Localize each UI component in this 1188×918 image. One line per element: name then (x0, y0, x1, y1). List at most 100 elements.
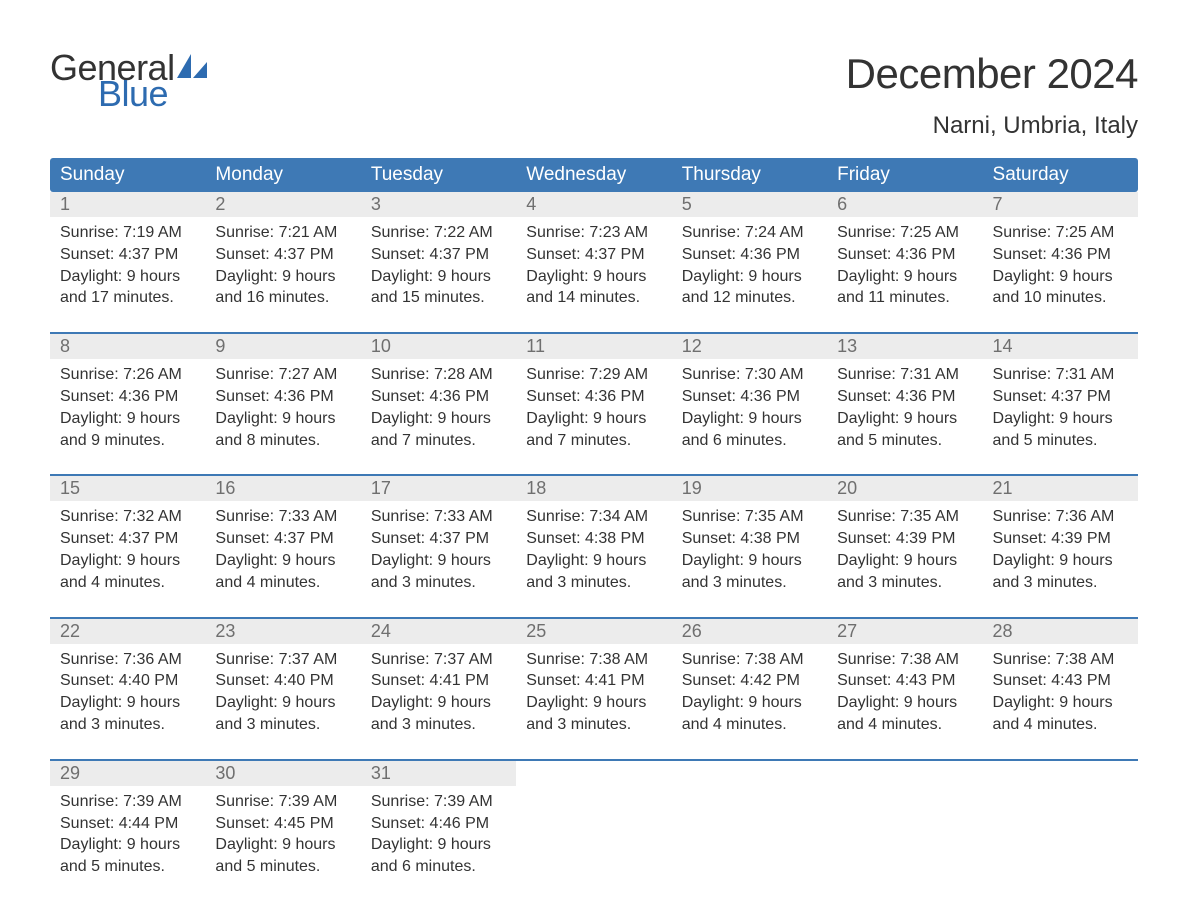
sunrise-text: Sunrise: 7:22 AM (371, 223, 506, 244)
sunset-text: Sunset: 4:36 PM (837, 245, 972, 266)
day-header-friday: Friday (827, 158, 982, 192)
calendar-day-cell: 2Sunrise: 7:21 AMSunset: 4:37 PMDaylight… (205, 192, 360, 320)
calendar-day-cell: 3 Sunrise: 7:22 AMSunset: 4:37 PMDaylight… (361, 192, 516, 320)
daylight-text: and 3 minutes. (371, 573, 506, 594)
sunset-text: Sunset: 4:43 PM (837, 671, 972, 692)
day-details: Sunrise: 7:38 AMSunset: 4:41 PMDaylight:… (516, 648, 671, 739)
calendar-week-row: 22Sunrise: 7:36 AMSunset: 4:40 PMDayligh… (50, 617, 1138, 747)
calendar: Sunday Monday Tuesday Wednesday Thursday… (50, 158, 1138, 889)
sunrise-text: Sunrise: 7:36 AM (60, 650, 195, 671)
daylight-text: Daylight: 9 hours (371, 409, 506, 430)
day-number: 3 (361, 192, 516, 217)
sunset-text: Sunset: 4:42 PM (682, 671, 817, 692)
sunrise-text: Sunrise: 7:21 AM (215, 223, 350, 244)
month-title: December 2024 (846, 50, 1138, 98)
daylight-text: and 16 minutes. (215, 288, 350, 309)
day-details: Sunrise: 7:28 AMSunset: 4:36 PMDaylight:… (361, 363, 516, 454)
day-number: 26 (672, 619, 827, 644)
daylight-text: Daylight: 9 hours (682, 551, 817, 572)
sunset-text: Sunset: 4:38 PM (682, 529, 817, 550)
day-details: Sunrise: 7:38 AMSunset: 4:42 PMDaylight:… (672, 648, 827, 739)
day-details: Sunrise: 7:35 AMSunset: 4:38 PMDaylight:… (672, 505, 827, 596)
calendar-day-cell: 9Sunrise: 7:27 AMSunset: 4:36 PMDaylight… (205, 334, 360, 462)
daylight-text: and 5 minutes. (215, 857, 350, 878)
daylight-text: and 17 minutes. (60, 288, 195, 309)
day-number: 31 (361, 761, 516, 786)
daylight-text: and 7 minutes. (526, 431, 661, 452)
daylight-text: Daylight: 9 hours (371, 835, 506, 856)
daylight-text: Daylight: 9 hours (993, 409, 1128, 430)
day-details: Sunrise: 7:19 AMSunset: 4:37 PMDaylight:… (50, 221, 205, 312)
calendar-week-row: 15Sunrise: 7:32 AMSunset: 4:37 PMDayligh… (50, 474, 1138, 604)
day-details: Sunrise: 7:30 AMSunset: 4:36 PMDaylight:… (672, 363, 827, 454)
day-header-sunday: Sunday (50, 158, 205, 192)
daylight-text: Daylight: 9 hours (837, 409, 972, 430)
calendar-day-cell: 18Sunrise: 7:34 AMSunset: 4:38 PMDayligh… (516, 476, 671, 604)
daylight-text: Daylight: 9 hours (215, 551, 350, 572)
sunset-text: Sunset: 4:41 PM (371, 671, 506, 692)
day-details: Sunrise: 7:36 AMSunset: 4:39 PMDaylight:… (983, 505, 1138, 596)
day-details: Sunrise: 7:39 AMSunset: 4:44 PMDaylight:… (50, 790, 205, 881)
calendar-day-cell: 12Sunrise: 7:30 AMSunset: 4:36 PMDayligh… (672, 334, 827, 462)
daylight-text: and 4 minutes. (682, 715, 817, 736)
sunset-text: Sunset: 4:37 PM (60, 245, 195, 266)
daylight-text: and 3 minutes. (837, 573, 972, 594)
calendar-day-cell: 29 Sunrise: 7:39 AMSunset: 4:44 PMDayligh… (50, 761, 205, 889)
sunrise-text: Sunrise: 7:23 AM (526, 223, 661, 244)
day-details: Sunrise: 7:31 AMSunset: 4:37 PMDaylight:… (983, 363, 1138, 454)
calendar-day-cell: 31Sunrise: 7:39 AMSunset: 4:46 PMDayligh… (361, 761, 516, 889)
day-number: 5 (672, 192, 827, 217)
daylight-text: and 4 minutes. (215, 573, 350, 594)
sunset-text: Sunset: 4:36 PM (215, 387, 350, 408)
day-number: 6 (827, 192, 982, 217)
day-details: Sunrise: 7:22 AMSunset: 4:37 PMDaylight:… (361, 221, 516, 312)
daylight-text: and 5 minutes. (60, 857, 195, 878)
daylight-text: Daylight: 9 hours (60, 267, 195, 288)
sunset-text: Sunset: 4:41 PM (526, 671, 661, 692)
daylight-text: and 3 minutes. (215, 715, 350, 736)
day-details: Sunrise: 7:37 AMSunset: 4:40 PMDaylight:… (205, 648, 360, 739)
sunset-text: Sunset: 4:36 PM (993, 245, 1128, 266)
day-number: 1 (50, 192, 205, 217)
calendar-day-cell (827, 761, 982, 889)
daylight-text: Daylight: 9 hours (993, 693, 1128, 714)
daylight-text: Daylight: 9 hours (993, 551, 1128, 572)
calendar-day-cell: 26 Sunrise: 7:38 AMSunset: 4:42 PMDayligh… (672, 619, 827, 747)
sunrise-text: Sunrise: 7:33 AM (371, 507, 506, 528)
daylight-text: Daylight: 9 hours (682, 693, 817, 714)
sunrise-text: Sunrise: 7:38 AM (682, 650, 817, 671)
day-number: 10 (361, 334, 516, 359)
sunset-text: Sunset: 4:36 PM (682, 387, 817, 408)
logo-text-blue: Blue (98, 76, 207, 112)
day-number: 9 (205, 334, 360, 359)
daylight-text: Daylight: 9 hours (526, 267, 661, 288)
daylight-text: and 11 minutes. (837, 288, 972, 309)
sunrise-text: Sunrise: 7:37 AM (371, 650, 506, 671)
sunrise-text: Sunrise: 7:24 AM (682, 223, 817, 244)
calendar-day-cell: 6Sunrise: 7:25 AMSunset: 4:36 PMDaylight… (827, 192, 982, 320)
day-number: 7 (983, 192, 1138, 217)
day-number: 16 (205, 476, 360, 501)
sunset-text: Sunset: 4:36 PM (682, 245, 817, 266)
sunrise-text: Sunrise: 7:35 AM (682, 507, 817, 528)
daylight-text: and 4 minutes. (993, 715, 1128, 736)
calendar-day-cell: 15Sunrise: 7:32 AMSunset: 4:37 PMDayligh… (50, 476, 205, 604)
day-number: 27 (827, 619, 982, 644)
calendar-day-cell: 30Sunrise: 7:39 AMSunset: 4:45 PMDayligh… (205, 761, 360, 889)
sunset-text: Sunset: 4:37 PM (371, 529, 506, 550)
calendar-day-cell: 25 Sunrise: 7:38 AMSunset: 4:41 PMDayligh… (516, 619, 671, 747)
daylight-text: Daylight: 9 hours (60, 693, 195, 714)
daylight-text: Daylight: 9 hours (837, 551, 972, 572)
daylight-text: Daylight: 9 hours (60, 835, 195, 856)
sunrise-text: Sunrise: 7:34 AM (526, 507, 661, 528)
day-number: 29 (50, 761, 205, 786)
day-details: Sunrise: 7:36 AMSunset: 4:40 PMDaylight:… (50, 648, 205, 739)
sunrise-text: Sunrise: 7:30 AM (682, 365, 817, 386)
sunset-text: Sunset: 4:37 PM (215, 529, 350, 550)
daylight-text: and 14 minutes. (526, 288, 661, 309)
daylight-text: Daylight: 9 hours (60, 551, 195, 572)
daylight-text: Daylight: 9 hours (837, 267, 972, 288)
day-number: 25 (516, 619, 671, 644)
day-number: 20 (827, 476, 982, 501)
daylight-text: and 3 minutes. (371, 715, 506, 736)
